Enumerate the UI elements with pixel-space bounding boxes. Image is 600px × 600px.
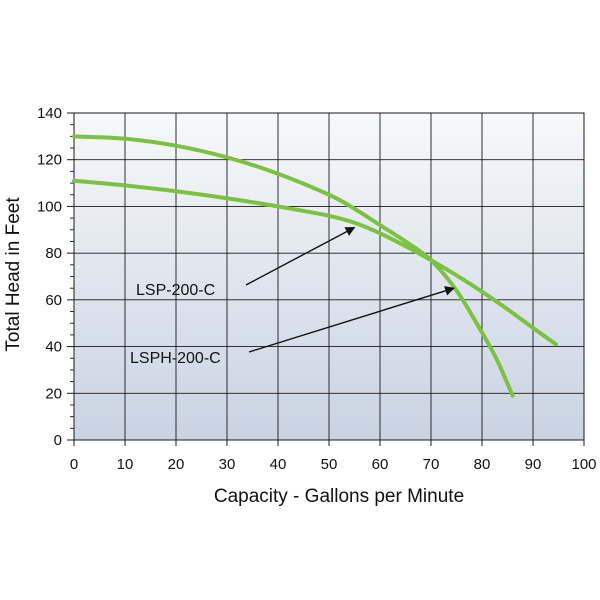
y-tick-label: 20: [45, 385, 62, 402]
annotations: LSP-200-C LSPH-200-C: [130, 226, 455, 367]
x-tick-label: 60: [372, 456, 389, 473]
plot-frame: [73, 112, 585, 441]
x-axis-title: Capacity - Gallons per Minute: [214, 486, 464, 507]
x-tick-label: 30: [219, 456, 236, 473]
y-tick-label: 80: [45, 245, 62, 262]
y-tick-label: 100: [37, 198, 62, 215]
y-axis-ticks: 0 20 40 60 80 100 120 140: [37, 105, 62, 449]
y-tick-label: 120: [37, 152, 62, 169]
x-tick-label: 50: [321, 456, 338, 473]
x-tick-label: 100: [571, 456, 596, 473]
callout-arrow: [245, 226, 356, 286]
callout-arrow: [248, 286, 455, 353]
y-tick-label: 140: [37, 105, 62, 122]
callout-label: LSP-200-C: [136, 282, 215, 299]
x-tick-label: 90: [525, 456, 542, 473]
y-tick-label: 40: [45, 339, 62, 356]
series-line-lsp-200-c: [72, 178, 558, 347]
x-tick-label: 10: [117, 456, 134, 473]
callout-label: LSPH-200-C: [130, 350, 221, 367]
x-axis-ticks: 0 10 20 30 40 50 60 70 80 90 100: [70, 456, 597, 473]
x-tick-label: 20: [168, 456, 185, 473]
x-tick-label: 80: [474, 456, 491, 473]
y-tick-label: 60: [45, 292, 62, 309]
series-line-lsph-200-c: [72, 134, 515, 398]
series-lines: [72, 134, 558, 398]
x-tick-label: 70: [423, 456, 440, 473]
x-tick-label: 40: [270, 456, 287, 473]
x-tick-label: 0: [70, 456, 78, 473]
y-tick-label: 0: [54, 432, 62, 449]
y-axis-title: Total Head in Feet: [3, 197, 24, 352]
